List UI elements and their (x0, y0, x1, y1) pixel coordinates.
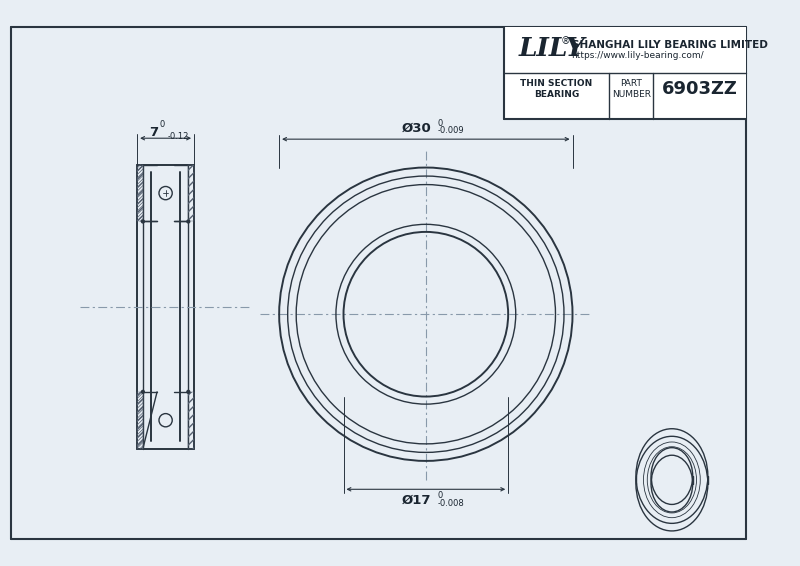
Bar (504, 27, 746, 119)
Bar (188, 392, 194, 449)
Bar (138, 392, 143, 449)
Bar (138, 165, 143, 221)
Text: NUMBER: NUMBER (612, 90, 650, 99)
Text: SHANGHAI LILY BEARING LIMITED: SHANGHAI LILY BEARING LIMITED (571, 40, 767, 50)
Text: Ø17: Ø17 (402, 494, 431, 507)
Text: -0.008: -0.008 (437, 499, 464, 508)
Text: ®: ® (560, 36, 570, 46)
Text: PART: PART (620, 79, 642, 88)
Text: https://www.lily-bearing.com/: https://www.lily-bearing.com/ (571, 52, 704, 61)
Text: 0: 0 (437, 118, 442, 127)
Text: 0: 0 (159, 121, 165, 130)
Text: 6903ZZ: 6903ZZ (662, 80, 737, 98)
Circle shape (142, 220, 144, 223)
Text: BEARING: BEARING (534, 90, 579, 99)
Circle shape (142, 391, 144, 393)
Text: 0: 0 (437, 491, 442, 500)
Text: -0.009: -0.009 (437, 126, 464, 135)
Text: THIN SECTION: THIN SECTION (520, 79, 593, 88)
Text: 7: 7 (149, 126, 158, 139)
Circle shape (187, 220, 190, 223)
Circle shape (187, 391, 190, 393)
Text: LILY: LILY (518, 36, 586, 61)
Bar (188, 165, 194, 221)
Text: Ø30: Ø30 (402, 121, 431, 134)
Text: -0.12: -0.12 (167, 132, 189, 141)
